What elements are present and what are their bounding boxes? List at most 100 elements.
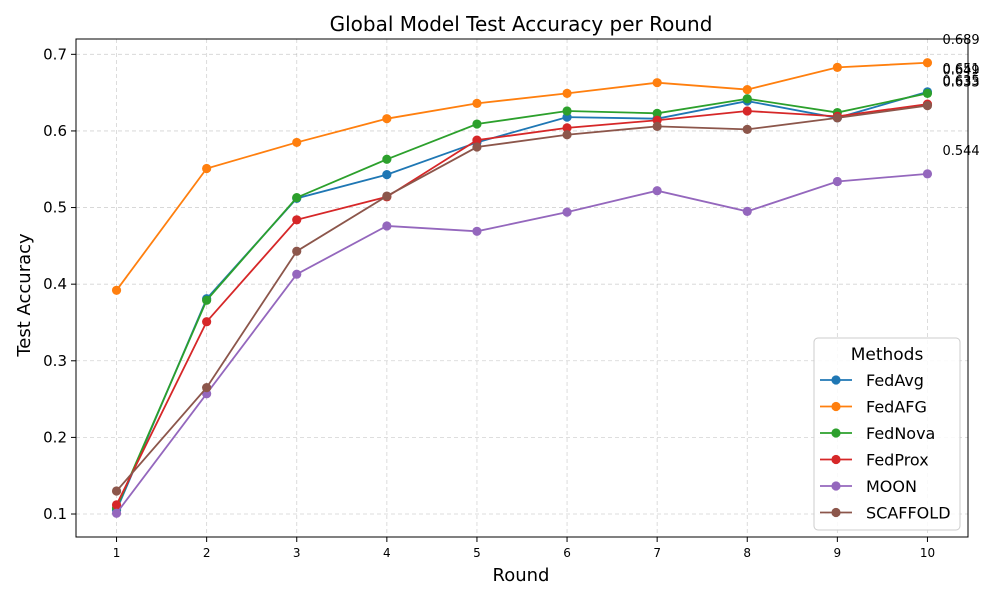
data-point: [742, 106, 752, 116]
legend-item-fednova: FedNova: [820, 424, 935, 443]
end-value-label: 0.544: [942, 144, 979, 159]
axes: 0.1 0.2 0.3 0.4 0.5 0.6 0.7 1 2 3 4 5 6 7 8 9 10: [43, 38, 969, 560]
series-fedavg: [111, 87, 933, 515]
y-tick-label: 0.6: [43, 122, 67, 140]
data-point: [472, 226, 482, 236]
y-tick-label: 0.2: [43, 428, 67, 446]
chart-title: Global Model Test Accuracy per Round: [330, 12, 713, 36]
legend-item-scaffold: SCAFFOLD: [820, 504, 951, 523]
legend-swatch-marker: [831, 428, 841, 438]
data-point: [562, 88, 572, 98]
series-line: [115, 103, 928, 506]
data-point: [292, 215, 302, 225]
x-tick-label: 3: [293, 546, 301, 560]
data-point: [111, 486, 122, 496]
legend-label: FedAFG: [866, 398, 927, 417]
data-point: [562, 207, 572, 217]
y-tick-label: 0.3: [43, 352, 67, 370]
legend-item-fedafg: FedAFG: [820, 398, 927, 417]
data-point: [111, 500, 122, 510]
legend-box: [813, 337, 961, 531]
y-axis-label: Test Accuracy: [14, 233, 35, 358]
series-line: [115, 61, 928, 291]
series-line: [115, 104, 928, 492]
legend-item-moon: MOON: [820, 477, 917, 496]
data-point: [652, 108, 662, 118]
end-value-label: 0.689: [942, 33, 979, 48]
series-fednova: [111, 88, 933, 513]
data-point: [202, 295, 212, 305]
data-point: [382, 170, 392, 180]
legend-swatch-marker: [831, 454, 841, 465]
legend-label: MOON: [866, 477, 917, 496]
data-point: [832, 113, 842, 123]
legend-swatch-marker: [831, 401, 841, 412]
x-tick-label: 4: [383, 546, 391, 560]
data-point: [742, 206, 752, 216]
data-point: [832, 62, 842, 72]
data-point: [472, 98, 482, 108]
legend-item-fedavg: FedAvg: [820, 371, 924, 390]
legend-label: FedProx: [866, 451, 929, 470]
legend-swatch-marker: [831, 507, 841, 518]
data-point: [562, 130, 572, 140]
data-point: [292, 192, 302, 203]
data-point: [922, 88, 933, 98]
data-point: [292, 269, 302, 279]
y-tick-label: 0.7: [43, 45, 67, 63]
data-point: [472, 135, 482, 145]
data-point: [472, 142, 482, 152]
data-point: [202, 317, 212, 327]
data-point: [562, 106, 572, 116]
series-scaffold: [111, 101, 933, 496]
legend-title: Methods: [851, 345, 924, 365]
data-point: [111, 508, 122, 518]
x-tick-label: 9: [834, 546, 842, 560]
legend-label: SCAFFOLD: [866, 504, 951, 523]
data-point: [202, 383, 212, 393]
legend-swatch-marker: [831, 481, 841, 491]
data-point: [292, 246, 302, 256]
data-point: [382, 191, 392, 201]
series-moon: [111, 169, 933, 518]
data-point: [742, 124, 752, 135]
data-point: [742, 94, 752, 104]
x-axis-label: Round: [493, 565, 550, 586]
series-fedafg: [111, 58, 933, 295]
x-tick-label: 10: [920, 546, 935, 560]
x-tick-label: 7: [653, 546, 661, 560]
data-point: [922, 58, 933, 68]
data-point: [202, 163, 212, 174]
legend-label: FedNova: [866, 424, 935, 443]
series-line: [115, 91, 928, 511]
legend: Methods FedAvg FedAFG FedNova FedProx MOON SCA…: [813, 337, 961, 531]
data-point: [652, 121, 662, 131]
data-point: [382, 114, 392, 124]
data-point: [111, 285, 122, 295]
data-point: [292, 137, 302, 148]
data-point: [742, 84, 752, 95]
x-tick-label: 1: [113, 546, 121, 560]
data-point: [922, 169, 933, 179]
data-point: [382, 154, 392, 164]
y-tick-label: 0.5: [43, 199, 67, 217]
y-tick-label: 0.1: [43, 505, 67, 523]
end-value-label: 0.635: [942, 74, 979, 89]
data-point: [652, 78, 662, 88]
series-line: [115, 172, 928, 514]
legend-label: FedAvg: [866, 371, 924, 390]
x-tick-label: 5: [473, 546, 481, 560]
series-layer: [111, 58, 933, 518]
series-line: [115, 92, 928, 509]
legend-swatch-marker: [831, 375, 841, 385]
x-tick-label: 6: [563, 546, 571, 560]
data-point: [472, 119, 482, 129]
plot-frame: [75, 38, 969, 538]
x-tick-label: 8: [743, 546, 751, 560]
data-point: [922, 101, 933, 111]
data-point: [652, 186, 662, 196]
data-point: [832, 176, 842, 187]
end-value-label: 0.649: [942, 63, 979, 78]
